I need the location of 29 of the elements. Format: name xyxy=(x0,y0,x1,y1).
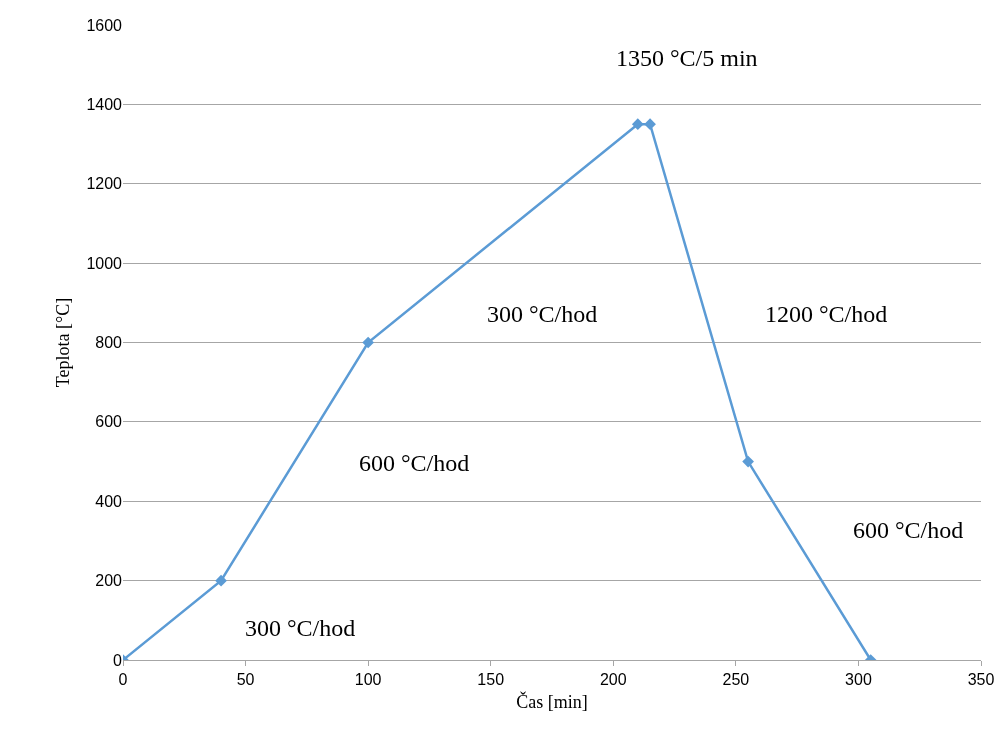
x-axis-title: Čas [min] xyxy=(516,691,588,713)
annotation: 300 °C/hod xyxy=(487,301,598,327)
y-tick-label: 1200 xyxy=(86,175,123,193)
x-tick-label: 50 xyxy=(236,671,255,689)
y-tick-label: 1000 xyxy=(86,254,123,272)
x-tick-label: 350 xyxy=(967,671,995,689)
point xyxy=(644,118,656,131)
x-tick-label: 250 xyxy=(722,671,750,689)
annotation: 1350 °C/5 min xyxy=(616,45,758,71)
point xyxy=(631,118,644,131)
point xyxy=(215,574,227,587)
annotation: 600 °C/hod xyxy=(853,517,964,543)
y-axis-title: Teplota [°C] xyxy=(52,297,73,388)
y-tick-label: 800 xyxy=(95,334,123,352)
y-tick-label: 600 xyxy=(95,413,123,431)
y-tick-label: 1600 xyxy=(86,16,123,34)
y-tick-label: 400 xyxy=(95,492,123,510)
y-tick-label: 0 xyxy=(113,651,123,669)
point xyxy=(742,455,754,468)
point xyxy=(362,336,374,349)
x-tick-label: 300 xyxy=(845,671,872,689)
y-tick-label: 200 xyxy=(95,572,123,590)
x-tick-label: 200 xyxy=(599,671,627,689)
annotation: 300 °C/hod xyxy=(245,615,356,641)
x-tick-label: 100 xyxy=(354,671,382,689)
y-tick-label: 1400 xyxy=(86,95,123,113)
annotation: 1200 °C/hod xyxy=(765,301,888,327)
x-tick-label: 150 xyxy=(477,671,505,689)
annotation: 600 °C/hod xyxy=(359,450,470,476)
